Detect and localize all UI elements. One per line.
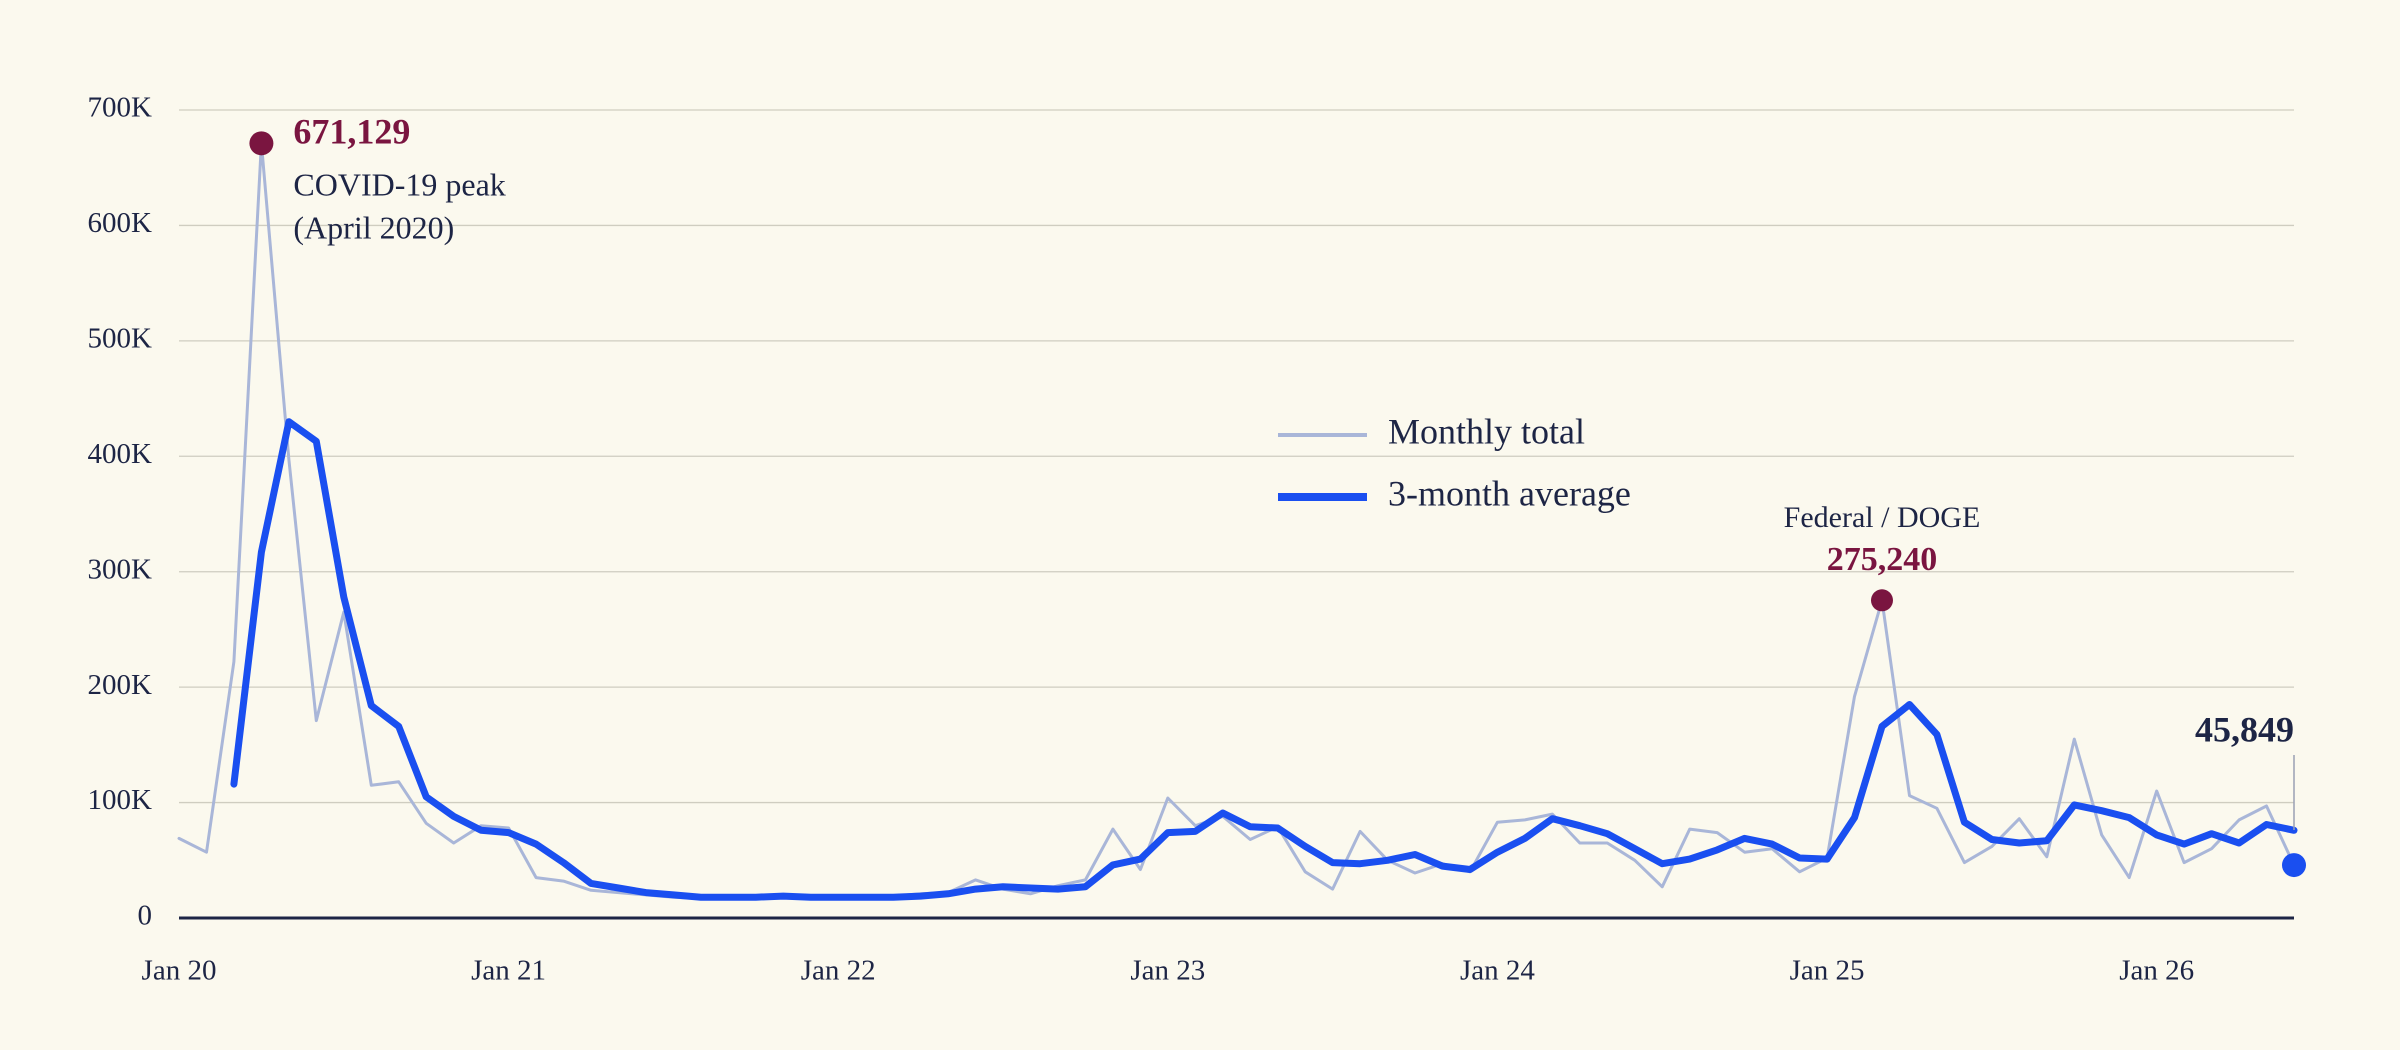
x-tick-label: Jan 23 [1130,955,1205,987]
y-tick-label: 100K [88,784,153,816]
series-line [230,418,2298,901]
doge-value-label: 275,240 [1827,541,1938,578]
peak-marker [249,131,274,156]
x-tick-label: Jan 20 [142,955,217,987]
y-tick-label: 300K [88,553,153,585]
x-tick-label: Jan 22 [801,955,876,987]
annotation: COVID-19 peak [293,166,505,202]
annotation: Federal / DOGE [1784,501,1981,534]
x-tick-label: Jan 25 [1790,955,1865,987]
y-tick-label: 700K [88,92,153,124]
x-tick-label: Jan 21 [471,955,546,987]
x-tick-label: Jan 26 [2119,955,2194,987]
y-tick-label: 500K [88,323,153,355]
y-tick-label: 400K [88,438,153,470]
series-line [177,141,2296,900]
doge-marker [1870,589,1893,612]
latest-value-label: 45,849 [2195,709,2294,749]
peak-value-label: 671,129 [293,112,410,152]
legend-label: Monthly total [1388,411,1585,451]
y-tick-label: 0 [138,900,153,932]
annotation: (April 2020) [293,209,454,245]
y-tick-label: 200K [88,669,153,701]
x-tick-label: Jan 24 [1460,955,1535,987]
legend-label: 3-month average [1388,473,1631,513]
y-tick-label: 600K [88,207,153,239]
latest-marker [2282,853,2306,878]
